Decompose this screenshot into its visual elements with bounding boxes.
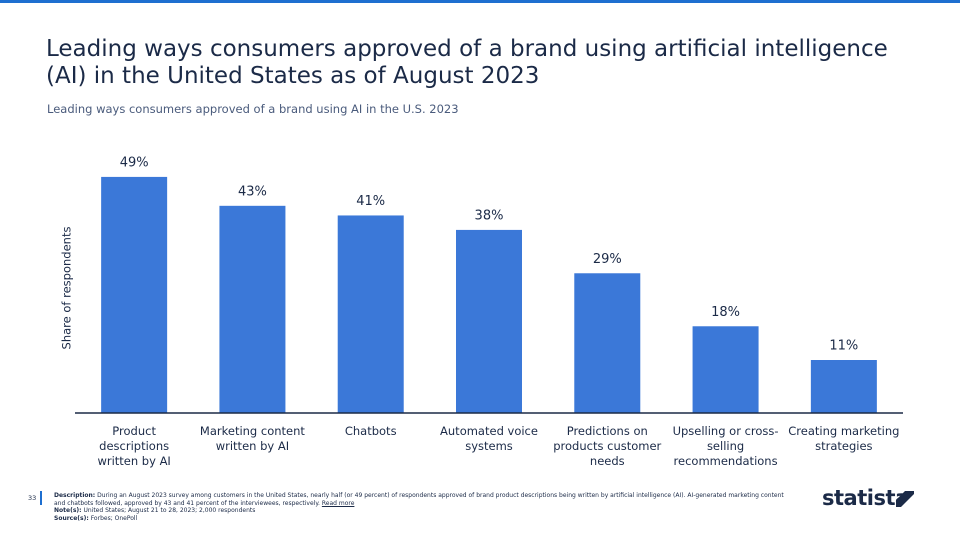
note-label: Note(s): bbox=[54, 507, 82, 514]
x-tick-label: Product descriptions written by AI bbox=[97, 424, 171, 468]
value-label: 29% bbox=[593, 252, 622, 267]
value-label: 18% bbox=[711, 305, 740, 320]
y-axis-label: Share of respondents bbox=[60, 227, 74, 350]
description-line: Description: During an August 2023 surve… bbox=[54, 492, 794, 507]
value-label: 41% bbox=[356, 194, 385, 209]
chart-subtitle: Leading ways consumers approved of a bra… bbox=[47, 102, 459, 116]
page-number: 33 bbox=[28, 494, 37, 502]
value-label: 38% bbox=[475, 208, 504, 223]
source: Forbes; OnePoll bbox=[90, 514, 138, 522]
bar bbox=[574, 273, 641, 413]
note: United States; August 21 to 28, 2023; 2,… bbox=[83, 507, 256, 514]
description: During an August 2023 survey among custo… bbox=[54, 492, 784, 507]
brand-logo bbox=[896, 491, 914, 507]
source-line: Source(s): Forbes; OnePoll bbox=[54, 515, 794, 523]
x-tick-label: Creating marketing strategies bbox=[788, 424, 900, 453]
x-tick-label: Marketing content written by AI bbox=[199, 424, 305, 453]
footer-notes: Description: During an August 2023 surve… bbox=[54, 492, 794, 522]
bar bbox=[219, 205, 286, 413]
read-more-link[interactable]: Read more bbox=[321, 499, 355, 507]
bar bbox=[337, 215, 404, 413]
top-bar bbox=[0, 0, 960, 3]
description-label: Description: bbox=[54, 492, 96, 499]
bar bbox=[101, 176, 168, 413]
bar bbox=[810, 360, 877, 413]
source-label: Source(s): bbox=[54, 514, 89, 522]
value-label: 49% bbox=[120, 155, 149, 170]
value-label: 11% bbox=[829, 339, 858, 354]
bar bbox=[456, 229, 522, 413]
value-label: 43% bbox=[238, 184, 267, 199]
brand: statista bbox=[822, 486, 909, 510]
bar bbox=[692, 326, 759, 413]
chart-title: Leading ways consumers approved of a bra… bbox=[46, 36, 888, 89]
page-marker bbox=[40, 491, 42, 505]
note-line: Note(s): United States; August 21 to 28,… bbox=[54, 507, 794, 515]
x-tick-label: Predictions on products customer needs bbox=[553, 424, 662, 468]
x-tick-label: Upselling or cross-selling recommendatio… bbox=[672, 424, 779, 468]
x-tick-label: Automated voice systems bbox=[440, 424, 538, 453]
x-tick-label: Chatbots bbox=[344, 424, 397, 438]
